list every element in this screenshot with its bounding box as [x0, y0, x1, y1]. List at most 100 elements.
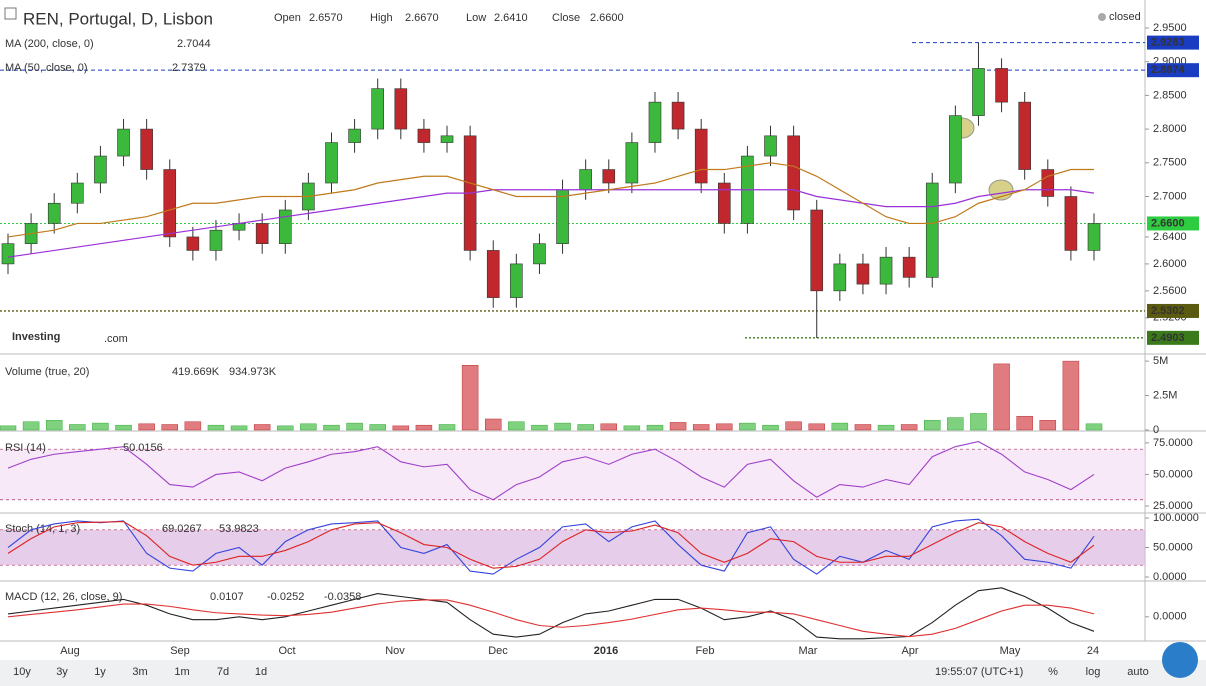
y-tick-label: 2.8000	[1153, 123, 1187, 135]
chart-title: REN, Portugal, D, Lisbon	[23, 9, 213, 28]
stat-label: Close	[552, 12, 580, 24]
checkbox[interactable]	[4, 7, 17, 20]
level-tag	[1147, 303, 1199, 318]
candle-body	[140, 128, 153, 170]
panel-title: RSI (14)	[5, 442, 46, 454]
volume-bar	[392, 425, 410, 431]
help-button[interactable]	[1162, 642, 1198, 678]
x-tick-label: Nov	[385, 645, 405, 657]
status-dot	[1098, 13, 1106, 21]
clock: 19:55:07 (UTC+1)	[935, 666, 1023, 678]
y-tick-label: 2.6400	[1153, 231, 1187, 243]
candle-body	[440, 135, 454, 143]
legend-value: 53.9823	[219, 523, 259, 535]
candle-body	[325, 142, 338, 184]
band	[0, 529, 1145, 566]
volume-bar	[739, 422, 756, 431]
volume-bar	[253, 424, 271, 431]
watermark: Investing	[12, 331, 60, 343]
volume-bar	[1039, 420, 1057, 431]
range-button[interactable]: 3y	[56, 666, 68, 678]
legend-name: MA (50, close, 0)	[5, 62, 88, 74]
volume-bar	[947, 417, 964, 431]
candle-body	[856, 263, 870, 285]
candle-body	[371, 88, 385, 130]
watermark: .com	[104, 333, 128, 345]
x-tick-label: Feb	[696, 645, 715, 657]
volume-bar	[877, 424, 895, 431]
volume-bar	[300, 423, 317, 431]
x-tick-label: Apr	[901, 645, 918, 657]
candle-body	[810, 209, 824, 292]
candle-body	[255, 223, 269, 244]
volume-bar	[600, 423, 618, 431]
indicator-line	[7, 599, 1095, 638]
stat-value: 2.6410	[494, 12, 528, 24]
x-tick-label: Aug	[60, 645, 80, 657]
volume-bar	[69, 424, 86, 431]
y-tick-label: 2.8500	[1153, 89, 1187, 101]
candle-body	[278, 209, 292, 244]
candle-body	[510, 263, 523, 298]
candle-body	[717, 182, 731, 224]
volume-bar	[184, 421, 202, 431]
candle-body	[972, 68, 985, 116]
level-tag	[1147, 330, 1199, 345]
volume-bar	[207, 424, 225, 431]
volume-bar	[161, 424, 178, 431]
volume-bar	[531, 424, 548, 431]
volume-bar	[45, 420, 63, 431]
volume-bar	[1085, 423, 1103, 431]
volume-bar	[993, 363, 1010, 431]
y-tick-label: 75.0000	[1153, 437, 1193, 449]
x-tick-label: Mar	[799, 645, 818, 657]
candle-body	[671, 101, 685, 130]
level-label: 2.6600	[1151, 217, 1185, 229]
volume-bar	[1016, 415, 1033, 431]
option-button[interactable]: auto	[1127, 666, 1148, 678]
volume-bar	[277, 425, 294, 431]
option-button[interactable]: %	[1048, 666, 1058, 678]
volume-bar	[484, 418, 502, 431]
range-button[interactable]: 10y	[13, 666, 31, 678]
candle-body	[163, 169, 177, 238]
stat-label: Open	[274, 12, 301, 24]
volume-bar	[854, 424, 872, 431]
candle-body	[833, 263, 847, 292]
volume-bar	[646, 424, 664, 431]
volume-bar	[508, 421, 525, 431]
range-button[interactable]: 7d	[217, 666, 229, 678]
range-button[interactable]: 1y	[94, 666, 106, 678]
y-tick-label: 50.0000	[1153, 541, 1193, 553]
range-button[interactable]: 1m	[174, 666, 189, 678]
volume-bar	[438, 424, 456, 431]
y-tick-label: 100.0000	[1153, 512, 1199, 524]
y-tick-label: 0.0000	[1153, 611, 1187, 623]
volume-bar	[230, 425, 248, 431]
x-tick-label: May	[1000, 645, 1021, 657]
candle-body	[648, 101, 662, 143]
y-tick-label: 2.5M	[1153, 389, 1177, 401]
legend-value: -0.0252	[267, 591, 304, 603]
candle-body	[764, 135, 777, 157]
panel-borders	[0, 0, 1206, 642]
candle-body	[394, 88, 408, 130]
band	[0, 449, 1145, 500]
range-button[interactable]: 3m	[132, 666, 147, 678]
candle-body	[1018, 101, 1031, 170]
volume-bar	[716, 423, 733, 431]
legend-value: 2.7379	[172, 62, 206, 74]
stat-label: Low	[466, 12, 486, 24]
range-button[interactable]: 1d	[255, 666, 267, 678]
volume-bar	[554, 422, 571, 431]
ma-line	[7, 189, 1095, 258]
candle-body	[1064, 196, 1078, 251]
volume-bar	[415, 424, 433, 431]
y-tick-label: 25.0000	[1153, 500, 1193, 512]
y-tick-label: 5M	[1153, 355, 1168, 367]
candle-body	[995, 68, 1008, 103]
volume-bar	[577, 424, 594, 431]
option-button[interactable]: log	[1086, 666, 1101, 678]
candle-body	[47, 202, 61, 224]
